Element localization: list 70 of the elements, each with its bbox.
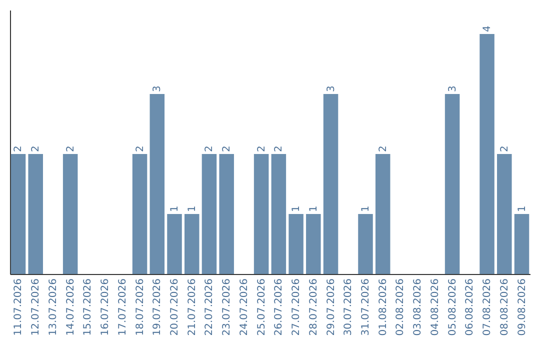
bar: [254, 154, 269, 274]
bar: [358, 214, 373, 274]
data-label: 2: [13, 146, 24, 152]
bar: [444, 94, 460, 274]
x-tick-label: 08.08.2026: [499, 278, 510, 336]
x-tick-label: 30.07.2026: [343, 278, 354, 336]
x-tick-label: 06.08.2026: [464, 278, 476, 336]
x-tick-label: 12.07.2026: [30, 278, 42, 336]
data-label: 2: [30, 146, 42, 152]
x-tick-label: 24.07.2026: [238, 278, 250, 336]
x-tick-label: 25.07.2026: [256, 278, 268, 336]
bar: [514, 214, 530, 274]
bar: [132, 154, 148, 274]
bar: [497, 154, 512, 274]
bar: [62, 154, 78, 274]
x-tick-label: 22.07.2026: [204, 278, 216, 336]
bar: [202, 154, 217, 274]
data-label: 2: [204, 146, 216, 152]
bar: [10, 154, 26, 274]
bar: [288, 214, 304, 274]
x-tick-label: 29.07.2026: [326, 278, 337, 336]
data-label: 2: [274, 146, 285, 152]
x-tick-label: 01.08.2026: [378, 278, 389, 336]
bar: [28, 154, 43, 274]
x-tick-label: 17.07.2026: [117, 278, 128, 336]
x-tick-label: 13.07.2026: [48, 278, 59, 336]
data-label: 3: [326, 86, 337, 92]
bar: [323, 94, 338, 274]
x-tick-label: 18.07.2026: [134, 278, 146, 336]
data-label: 2: [378, 146, 389, 152]
bar: [167, 214, 182, 274]
x-tick-label: 05.08.2026: [447, 278, 458, 336]
bar: [271, 154, 286, 274]
data-label: 2: [65, 146, 76, 152]
x-tick-label: 26.07.2026: [274, 278, 285, 336]
x-tick-label: 23.07.2026: [222, 278, 233, 336]
x-tick-label: 31.07.2026: [360, 278, 372, 336]
x-tick-label: 19.07.2026: [152, 278, 164, 336]
x-tick-label: 09.08.2026: [516, 278, 528, 336]
bar: [306, 214, 321, 274]
x-tick-label: 14.07.2026: [65, 278, 76, 336]
data-label: 3: [447, 86, 458, 92]
x-tick-label: 11.07.2026: [13, 278, 24, 336]
data-label: 4: [482, 26, 494, 32]
x-tick-label: 02.08.2026: [395, 278, 406, 336]
x-tick-label: 07.08.2026: [482, 278, 494, 336]
x-tick-label: 20.07.2026: [170, 278, 181, 336]
x-tick-label: 16.07.2026: [100, 278, 112, 336]
bar: [219, 154, 234, 274]
bar: [150, 94, 165, 274]
x-tick-label: 21.07.2026: [186, 278, 198, 336]
x-tick-label: 04.08.2026: [430, 278, 441, 336]
data-label: 1: [308, 206, 320, 212]
x-tick-label: 03.08.2026: [412, 278, 424, 336]
bar: [375, 154, 390, 274]
x-tick-label: 15.07.2026: [82, 278, 94, 336]
data-label: 2: [134, 146, 146, 152]
x-tick-label: 27.07.2026: [291, 278, 302, 336]
bar: [480, 34, 494, 274]
data-label: 1: [291, 206, 302, 212]
data-label: 1: [360, 206, 372, 212]
data-label: 1: [516, 206, 528, 212]
data-label: 3: [152, 86, 164, 92]
data-label: 2: [222, 146, 233, 152]
data-label: 2: [256, 146, 268, 152]
data-label: 2: [499, 146, 510, 152]
bar: [184, 214, 200, 274]
x-tick-label: 28.07.2026: [308, 278, 320, 336]
data-label: 1: [170, 206, 181, 212]
data-label: 1: [186, 206, 198, 212]
